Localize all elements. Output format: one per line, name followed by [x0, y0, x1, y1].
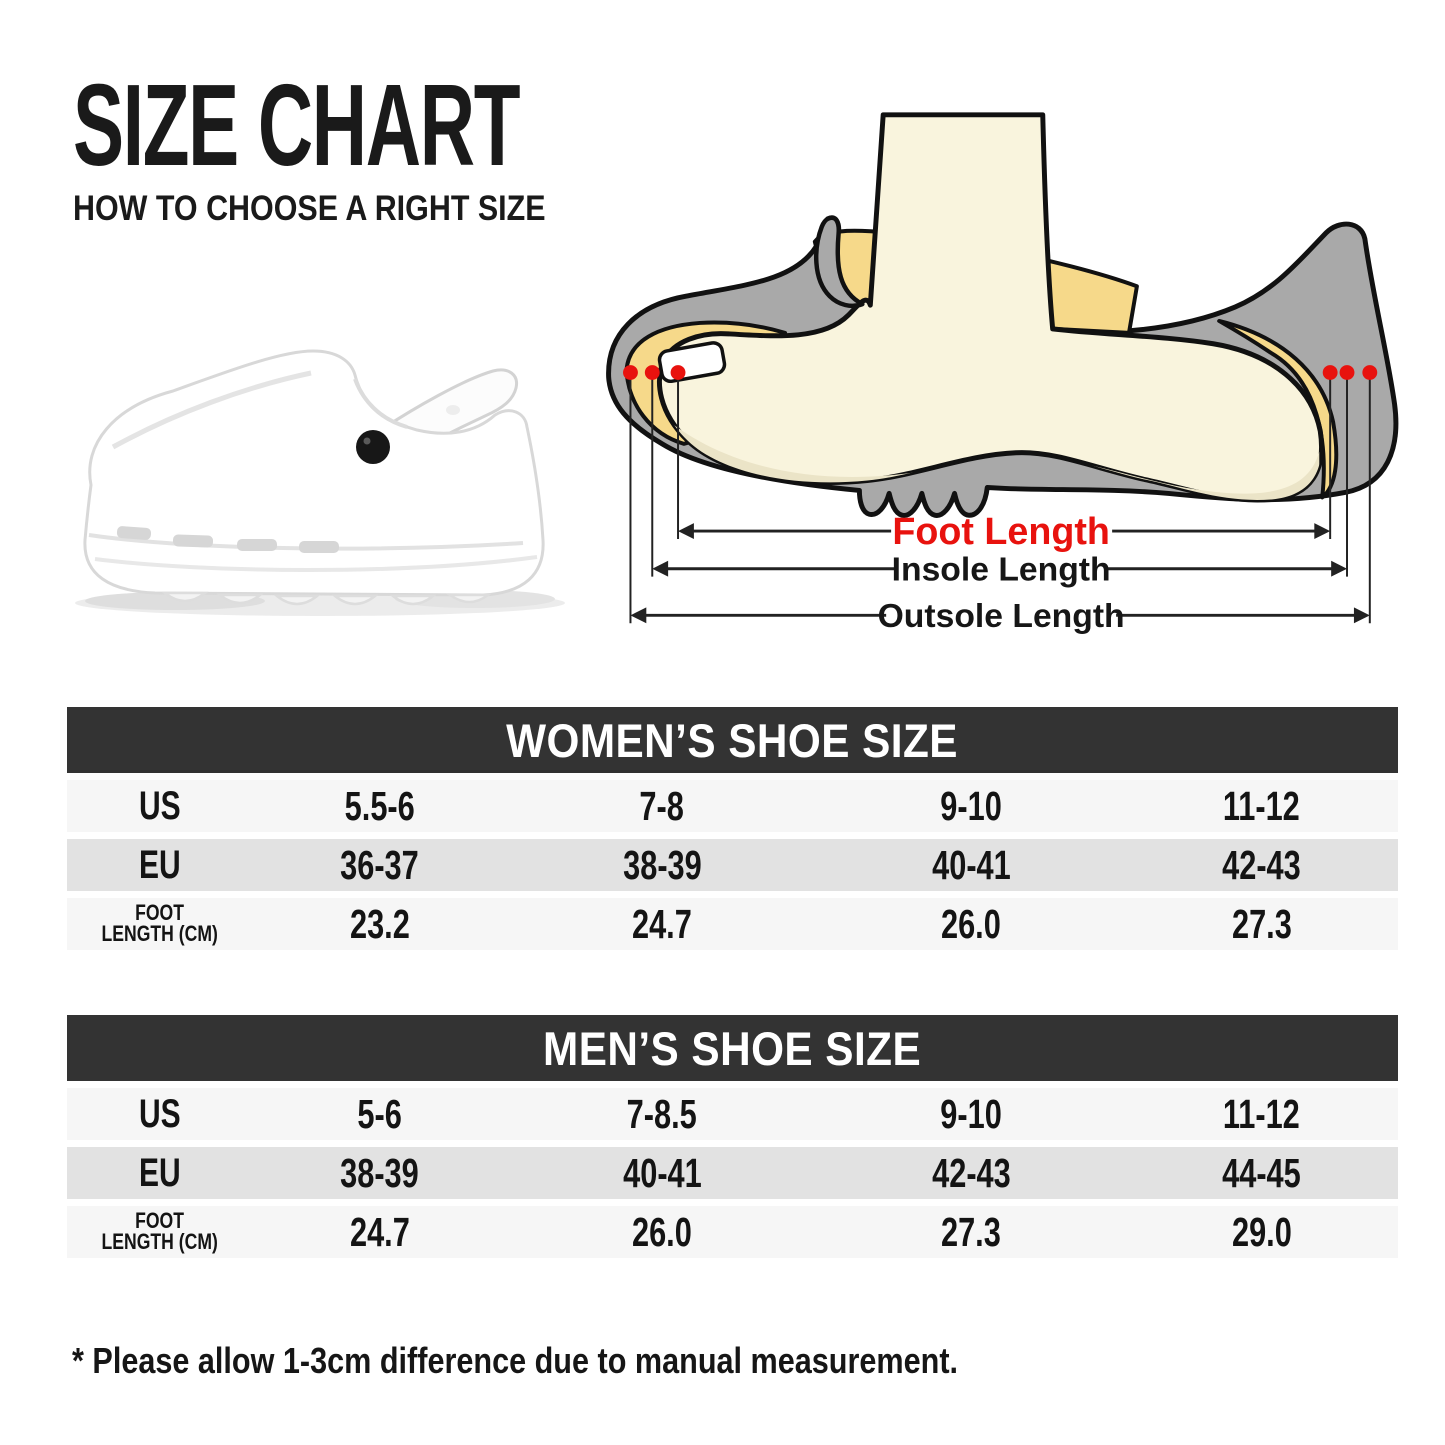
row-label: EU: [138, 842, 181, 887]
table-row: EU 36-37 38-39 40-41 42-43: [67, 839, 1398, 891]
row-label-line2: LENGTH (CM): [101, 1229, 218, 1254]
table-row: FOOT LENGTH (CM) 23.2 24.7 26.0 27.3: [67, 898, 1398, 950]
page-title: SIZE CHART: [73, 60, 520, 190]
table-row: US 5.5-6 7-8 9-10 11-12: [67, 780, 1398, 832]
cell-value: 40-41: [931, 841, 1011, 888]
product-photo-clog: [75, 349, 565, 616]
tread-bumps: [161, 591, 492, 606]
cell-value: 5.5-6: [344, 782, 415, 829]
foot-length-arrowheads: [678, 523, 1331, 539]
strap-rivet: [356, 430, 390, 464]
strap-hole: [446, 405, 460, 415]
cell-value: 42-43: [1222, 841, 1301, 888]
cell-value: 26.0: [941, 900, 1001, 947]
row-label-line2: LENGTH (CM): [101, 921, 218, 946]
cell-value: 24.7: [632, 900, 692, 947]
front-collar-tab: [814, 215, 865, 309]
table-row: EU 38-39 40-41 42-43 44-45: [67, 1147, 1398, 1199]
foot-and-leg-shape: [657, 112, 1324, 503]
extent-lines: [629, 379, 1371, 624]
cell-value: 26.0: [632, 1208, 692, 1255]
mens-size-table: MEN’S SHOE SIZE US 5-6 7-8.5 9-10 11-12 …: [67, 1015, 1398, 1258]
foot-length-label: Foot Length: [892, 510, 1110, 552]
cell-value: 42-43: [931, 1149, 1011, 1196]
mens-table-header: MEN’S SHOE SIZE: [67, 1015, 1398, 1081]
insole-length-arrowheads: [652, 560, 1348, 577]
cell-value: 27.3: [941, 1208, 1001, 1255]
womens-table-header: WOMEN’S SHOE SIZE: [67, 707, 1398, 773]
insole-length-label: Insole Length: [892, 552, 1111, 589]
sole-top-line: [88, 533, 524, 551]
cell-value: 9-10: [940, 1090, 1002, 1137]
table-row: FOOT LENGTH (CM) 24.7 26.0 27.3 29.0: [67, 1206, 1398, 1258]
cell-value: 23.2: [349, 900, 410, 947]
title-block: SIZE CHART HOW TO CHOOSE A RIGHT SIZE: [73, 60, 749, 229]
row-label: US: [138, 1091, 181, 1136]
table-row: US 5-6 7-8.5 9-10 11-12: [67, 1088, 1398, 1140]
row-label-line1: FOOT: [135, 900, 184, 926]
midsole-line: [94, 555, 538, 572]
outsole-length-label: Outsole Length: [878, 598, 1125, 635]
cell-value: 27.3: [1231, 900, 1292, 947]
clog-body: [83, 349, 545, 597]
cell-value: 7-8.5: [626, 1090, 698, 1137]
womens-size-table: WOMEN’S SHOE SIZE US 5.5-6 7-8 9-10 11-1…: [67, 707, 1398, 950]
page-subtitle: HOW TO CHOOSE A RIGHT SIZE: [73, 188, 546, 228]
cell-value: 29.0: [1231, 1208, 1292, 1255]
row-label-line1: FOOT: [135, 1208, 184, 1234]
cell-value: 7-8: [639, 782, 685, 829]
row-label: US: [138, 783, 181, 828]
collar-shadow-line: [353, 378, 408, 429]
rivet-highlight: [363, 437, 371, 445]
vamp-ridge-line: [111, 370, 312, 450]
sole-indents: [116, 526, 339, 553]
cell-value: 44-45: [1222, 1149, 1301, 1196]
mens-table-title: MEN’S SHOE SIZE: [543, 1021, 922, 1075]
row-label: EU: [138, 1150, 181, 1195]
foot-measure-diagram: Foot Length Insole Length Outsole Length: [606, 112, 1399, 635]
cell-value: 11-12: [1223, 1090, 1300, 1137]
measure-dots: [623, 365, 1378, 380]
outsole-length-arrowheads: [630, 607, 1370, 624]
cell-value: 24.7: [349, 1208, 410, 1255]
cell-value: 11-12: [1223, 782, 1300, 829]
cell-value: 38-39: [340, 1149, 419, 1196]
cell-value: 38-39: [622, 841, 702, 888]
cell-value: 40-41: [622, 1149, 702, 1196]
womens-table-title: WOMEN’S SHOE SIZE: [506, 713, 959, 767]
cell-value: 36-37: [340, 841, 419, 888]
cell-value: 5-6: [357, 1090, 402, 1137]
measurement-footnote: * Please allow 1-3cm difference due to m…: [72, 1340, 959, 1381]
cell-value: 9-10: [940, 782, 1002, 829]
